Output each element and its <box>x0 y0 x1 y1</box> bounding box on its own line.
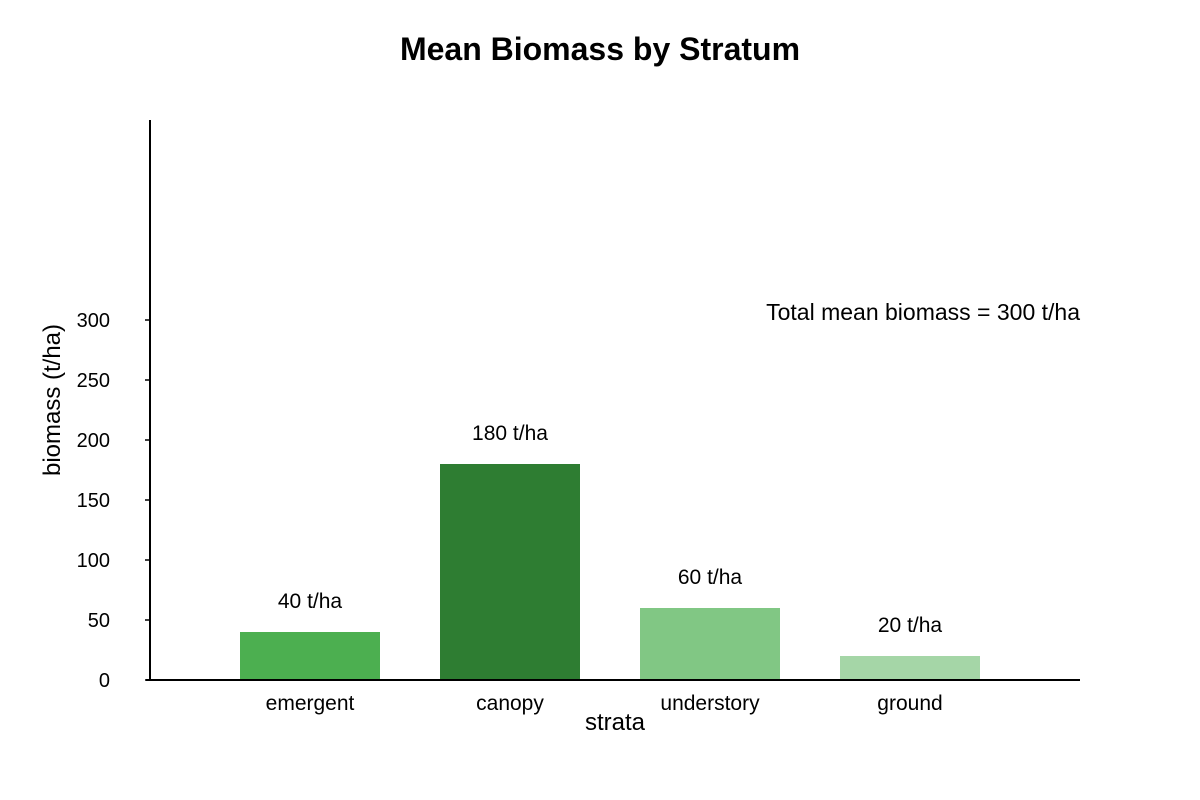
bar-emergent <box>240 632 380 680</box>
y-tick-label-200: 200 <box>77 430 110 452</box>
x-axis-label: strata <box>585 709 646 736</box>
y-ticks: 0 50 100 150 200 250 300 <box>77 310 150 692</box>
y-tick-label-100: 100 <box>77 550 110 572</box>
total-annotation: Total mean biomass = 300 t/ha <box>766 299 1080 325</box>
data-label-emergent: 40 t/ha <box>278 590 343 613</box>
y-tick-label-300: 300 <box>77 310 110 332</box>
y-tick-label-0: 0 <box>99 670 110 692</box>
x-tick-label-canopy: canopy <box>476 692 544 715</box>
x-tick-label-understory: understory <box>660 692 760 715</box>
data-labels: 40 t/ha 180 t/ha 60 t/ha 20 t/ha <box>278 422 943 637</box>
data-label-ground: 20 t/ha <box>878 614 943 637</box>
y-tick-label-150: 150 <box>77 490 110 512</box>
x-tick-labels: emergent canopy understory ground <box>266 692 943 715</box>
y-tick-label-50: 50 <box>88 610 110 632</box>
x-tick-label-emergent: emergent <box>266 692 355 715</box>
bar-understory <box>640 608 780 680</box>
bar-ground <box>840 656 980 680</box>
x-tick-label-ground: ground <box>877 692 942 715</box>
data-label-understory: 60 t/ha <box>678 566 743 589</box>
bar-canopy <box>440 464 580 680</box>
y-tick-label-250: 250 <box>77 370 110 392</box>
data-label-canopy: 180 t/ha <box>472 422 548 445</box>
bars <box>240 464 980 680</box>
y-axis-label: biomass (t/ha) <box>39 324 66 476</box>
chart-title: Mean Biomass by Stratum <box>400 31 800 67</box>
